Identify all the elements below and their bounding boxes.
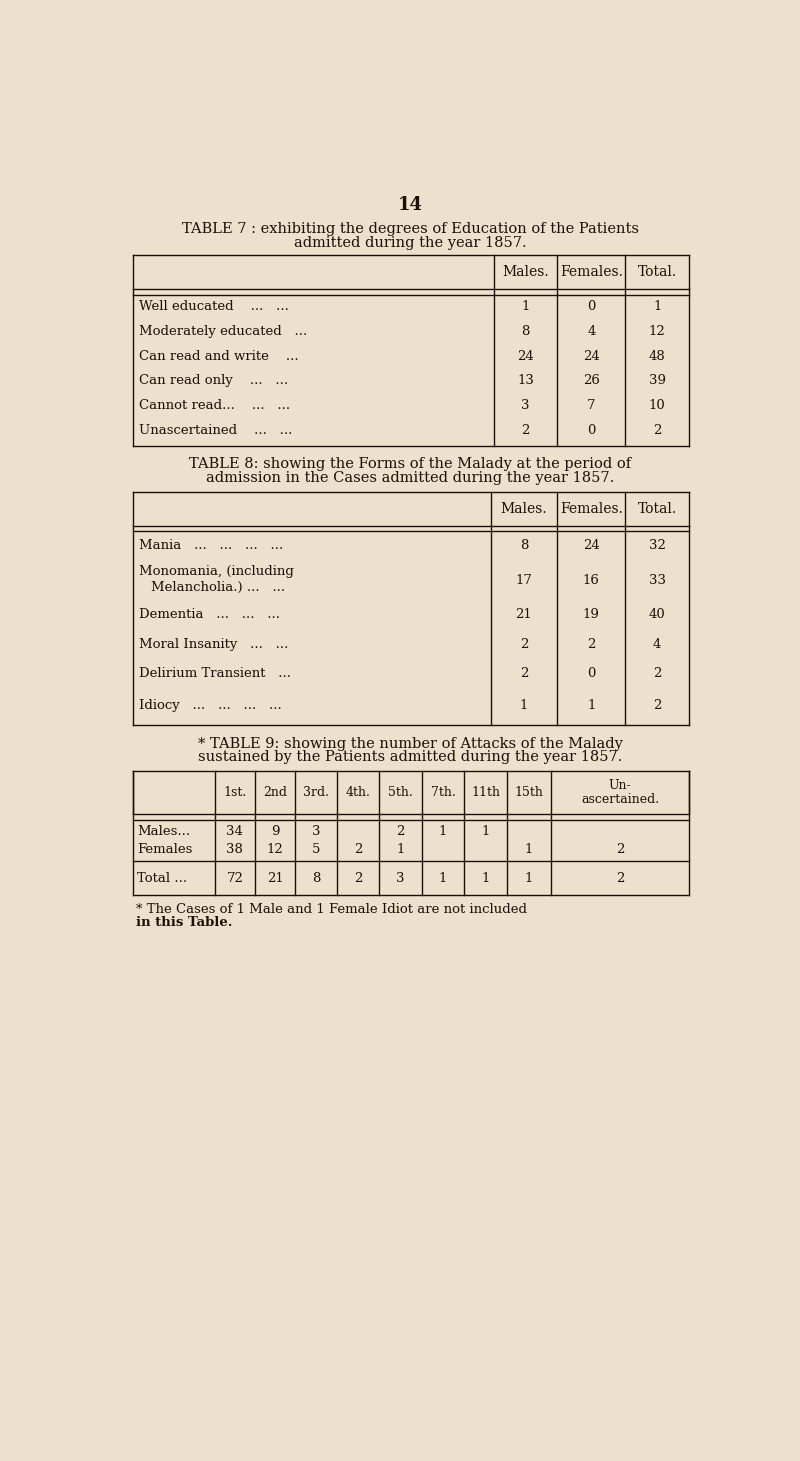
Text: Total.: Total. [638, 501, 677, 516]
Text: Total ...: Total ... [138, 872, 187, 885]
Text: 2: 2 [520, 668, 528, 679]
Text: 15th: 15th [514, 786, 543, 799]
Text: Males.: Males. [501, 501, 547, 516]
Text: Dementia   ...   ...   ...: Dementia ... ... ... [138, 608, 280, 621]
Text: 8: 8 [312, 872, 321, 885]
Text: 72: 72 [226, 872, 243, 885]
Text: 26: 26 [583, 374, 600, 387]
Text: TABLE 7 : exhibiting the degrees of Education of the Patients: TABLE 7 : exhibiting the degrees of Educ… [182, 222, 638, 237]
Text: 4: 4 [587, 326, 595, 337]
Text: 3: 3 [312, 825, 321, 839]
Text: 1: 1 [525, 843, 533, 856]
Text: 2: 2 [653, 668, 662, 679]
Text: 21: 21 [515, 608, 532, 621]
Text: 1st.: 1st. [223, 786, 246, 799]
Text: Moral Insanity   ...   ...: Moral Insanity ... ... [138, 638, 288, 650]
Text: 2: 2 [653, 698, 662, 712]
Text: Females.: Females. [560, 266, 622, 279]
Text: Can read only    ...   ...: Can read only ... ... [138, 374, 288, 387]
Text: 17: 17 [515, 574, 532, 587]
Text: admission in the Cases admitted during the year 1857.: admission in the Cases admitted during t… [206, 470, 614, 485]
Text: Un-: Un- [609, 779, 631, 792]
Text: 1: 1 [653, 301, 662, 314]
Text: Cannot read...    ...   ...: Cannot read... ... ... [138, 399, 290, 412]
Text: 38: 38 [226, 843, 243, 856]
Text: Moderately educated   ...: Moderately educated ... [138, 326, 307, 337]
Text: 12: 12 [266, 843, 283, 856]
Text: 2: 2 [587, 638, 595, 650]
Text: 4th.: 4th. [346, 786, 370, 799]
Text: Mania   ...   ...   ...   ...: Mania ... ... ... ... [138, 539, 283, 552]
Text: in this Table.: in this Table. [136, 916, 232, 929]
Text: 1: 1 [438, 825, 447, 839]
Text: admitted during the year 1857.: admitted during the year 1857. [294, 237, 526, 250]
Text: Males.: Males. [502, 266, 549, 279]
Text: TABLE 8: showing the Forms of the Malady at the period of: TABLE 8: showing the Forms of the Malady… [189, 457, 631, 470]
Text: 1: 1 [482, 825, 490, 839]
Text: 0: 0 [587, 301, 595, 314]
Text: 0: 0 [587, 668, 595, 679]
Text: * The Cases of 1 Male and 1 Female Idiot are not included: * The Cases of 1 Male and 1 Female Idiot… [136, 903, 526, 916]
Text: 34: 34 [226, 825, 243, 839]
Text: 2: 2 [616, 843, 624, 856]
Text: 5th.: 5th. [388, 786, 413, 799]
Text: 7: 7 [587, 399, 595, 412]
Text: 9: 9 [271, 825, 279, 839]
Text: Unascertained    ...   ...: Unascertained ... ... [138, 424, 292, 437]
Text: 2: 2 [522, 424, 530, 437]
Text: * TABLE 9: showing the number of Attacks of the Malady: * TABLE 9: showing the number of Attacks… [198, 736, 622, 751]
Text: 13: 13 [517, 374, 534, 387]
Text: Can read and write    ...: Can read and write ... [138, 349, 298, 362]
Text: 48: 48 [649, 349, 666, 362]
Text: sustained by the Patients admitted during the year 1857.: sustained by the Patients admitted durin… [198, 751, 622, 764]
Text: 10: 10 [649, 399, 666, 412]
Text: Melancholia.) ...   ...: Melancholia.) ... ... [151, 581, 286, 595]
Text: 2: 2 [396, 825, 405, 839]
Text: 24: 24 [583, 539, 600, 552]
Text: 0: 0 [587, 424, 595, 437]
Text: 1: 1 [396, 843, 405, 856]
Text: 7th.: 7th. [430, 786, 455, 799]
Text: 1: 1 [438, 872, 447, 885]
Text: 1: 1 [525, 872, 533, 885]
Text: Females: Females [138, 843, 193, 856]
Text: 1: 1 [522, 301, 530, 314]
Text: 14: 14 [398, 196, 422, 213]
Text: 8: 8 [522, 326, 530, 337]
Text: 19: 19 [583, 608, 600, 621]
Text: 1: 1 [482, 872, 490, 885]
Text: 33: 33 [649, 574, 666, 587]
Text: 12: 12 [649, 326, 666, 337]
Text: Total.: Total. [638, 266, 677, 279]
Text: 2: 2 [354, 872, 362, 885]
Text: 8: 8 [520, 539, 528, 552]
Text: 16: 16 [583, 574, 600, 587]
Text: 32: 32 [649, 539, 666, 552]
Text: 3rd.: 3rd. [303, 786, 330, 799]
Text: 2: 2 [354, 843, 362, 856]
Text: Well educated    ...   ...: Well educated ... ... [138, 301, 289, 314]
Text: 40: 40 [649, 608, 666, 621]
Text: Idiocy   ...   ...   ...   ...: Idiocy ... ... ... ... [138, 698, 282, 712]
Text: ascertained.: ascertained. [581, 792, 659, 805]
Text: 1: 1 [587, 698, 595, 712]
Text: 11th: 11th [471, 786, 500, 799]
Text: Delirium Transient   ...: Delirium Transient ... [138, 668, 290, 679]
Text: 3: 3 [396, 872, 405, 885]
Text: 2nd: 2nd [263, 786, 287, 799]
Text: Females.: Females. [560, 501, 622, 516]
Text: Monomania, (including: Monomania, (including [138, 565, 294, 579]
Text: 5: 5 [312, 843, 321, 856]
Text: 39: 39 [649, 374, 666, 387]
Text: 2: 2 [653, 424, 662, 437]
Text: 1: 1 [520, 698, 528, 712]
Text: 21: 21 [266, 872, 283, 885]
Text: 24: 24 [517, 349, 534, 362]
Text: Males...: Males... [138, 825, 190, 839]
Text: 24: 24 [583, 349, 600, 362]
Text: 3: 3 [522, 399, 530, 412]
Text: 4: 4 [653, 638, 662, 650]
Text: 2: 2 [616, 872, 624, 885]
Text: 2: 2 [520, 638, 528, 650]
